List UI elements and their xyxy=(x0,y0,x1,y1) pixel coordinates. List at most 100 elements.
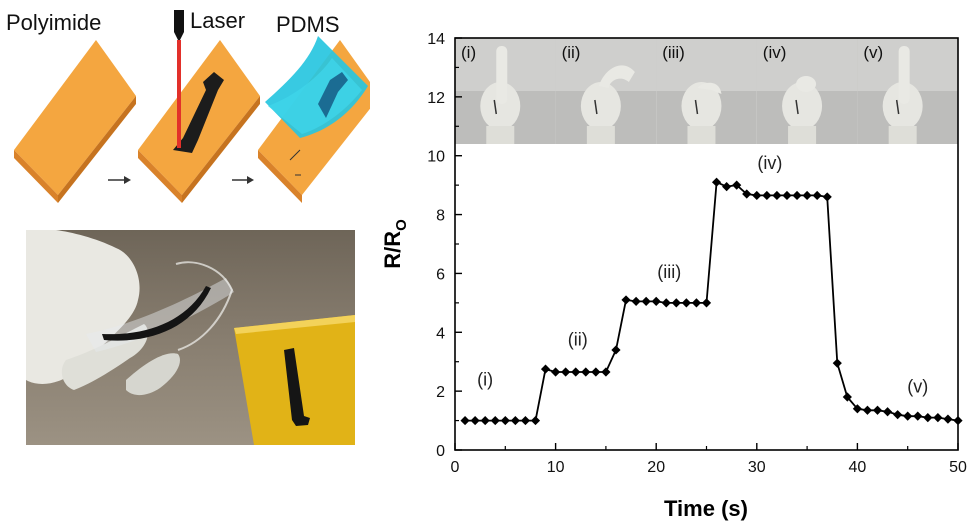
gesture-label-4: (iv) xyxy=(763,43,787,62)
data-point xyxy=(822,192,832,202)
data-point xyxy=(923,413,933,423)
data-point xyxy=(903,411,913,421)
data-point xyxy=(470,415,480,426)
data-point xyxy=(681,298,691,308)
x-tick-label: 50 xyxy=(949,459,967,476)
label-polyimide: Polyimide xyxy=(6,10,102,35)
sensor-photo xyxy=(26,230,355,445)
data-point xyxy=(631,296,641,306)
x-tick-label: 40 xyxy=(849,459,867,476)
data-point xyxy=(490,415,500,426)
gesture-label-2: (ii) xyxy=(562,43,581,62)
gesture-label-5: (v) xyxy=(863,43,883,62)
gesture-label-3: (iii) xyxy=(662,43,685,62)
data-point xyxy=(561,367,571,377)
gesture-wrist-2 xyxy=(586,126,615,144)
data-point xyxy=(711,177,722,187)
x-tick-label: 10 xyxy=(547,459,565,476)
gesture-wrist-5 xyxy=(888,126,917,144)
laser-writing-sheet xyxy=(138,40,260,203)
gesture-sensor-5 xyxy=(895,99,900,115)
data-point xyxy=(872,405,883,415)
data-point xyxy=(812,190,822,201)
process-arrow-2 xyxy=(232,176,254,184)
data-point xyxy=(641,296,651,306)
data-series xyxy=(460,177,963,426)
data-point xyxy=(591,367,601,377)
process-arrow-1 xyxy=(108,176,131,184)
sensor-photo-illustration xyxy=(26,230,355,445)
gesture-fist-2 xyxy=(580,82,621,130)
data-point xyxy=(832,358,842,368)
data-point xyxy=(762,190,772,201)
state-annotation: (iv) xyxy=(757,153,782,173)
axis-ticks: 0 10 20 30 40 50 0 2 4 6 8 10 12 14 xyxy=(427,31,967,476)
polyimide-sheet xyxy=(14,40,136,203)
data-point xyxy=(953,415,963,426)
data-point xyxy=(611,345,621,355)
laser-beam xyxy=(174,10,184,148)
state-annotation: (i) xyxy=(477,369,493,389)
series-line-1 xyxy=(465,180,959,422)
data-point xyxy=(792,190,802,201)
label-laser: Laser xyxy=(190,8,246,33)
y-tick-label: 12 xyxy=(427,90,445,107)
data-point xyxy=(893,410,903,420)
data-point xyxy=(621,295,631,305)
label-pdms: PDMS xyxy=(276,12,340,37)
gesture-wrist-4 xyxy=(788,126,817,144)
y-tick-label: 10 xyxy=(427,149,445,166)
data-point xyxy=(862,405,873,415)
gesture-fist-1 xyxy=(480,82,521,130)
data-point xyxy=(691,298,702,308)
data-point xyxy=(500,415,510,426)
data-point xyxy=(480,415,490,426)
y-tick-label: 2 xyxy=(436,384,445,401)
gesture-wrist-1 xyxy=(486,126,515,144)
x-tick-label: 30 xyxy=(748,459,766,476)
gesture-finger-1 xyxy=(496,46,508,104)
gesture-fist-5 xyxy=(882,82,923,130)
gesture-finger-2 xyxy=(598,65,635,88)
x-tick-label: 0 xyxy=(451,459,460,476)
data-point xyxy=(540,364,551,374)
gesture-sensor-4 xyxy=(795,99,799,115)
data-point xyxy=(943,414,953,424)
gesture-inset: (i) (ii) (iii) (iv) (v) xyxy=(455,38,958,144)
gesture-fist-3 xyxy=(681,82,722,130)
data-point xyxy=(701,298,712,308)
data-point xyxy=(651,296,661,306)
data-point xyxy=(802,190,812,201)
data-point xyxy=(752,190,762,201)
data-point xyxy=(722,182,732,192)
data-point xyxy=(742,189,752,199)
state-annotation: (ii) xyxy=(568,330,588,350)
data-point xyxy=(460,415,470,426)
y-tick-label: 8 xyxy=(436,208,445,225)
x-axis-label: Time (s) xyxy=(664,496,748,521)
data-point xyxy=(671,298,681,308)
y-axis-label: R/RO xyxy=(380,219,410,269)
pdms-peel-sheet xyxy=(258,36,370,203)
gesture-sensor-2 xyxy=(594,99,598,115)
data-point xyxy=(933,413,943,423)
data-point xyxy=(882,407,893,417)
y-tick-label: 0 xyxy=(436,443,445,460)
x-tick-label: 20 xyxy=(647,459,665,476)
data-point xyxy=(581,367,591,377)
state-annotation: (v) xyxy=(907,377,928,397)
data-point xyxy=(782,190,792,201)
data-point xyxy=(510,415,520,426)
gesture-finger-3 xyxy=(697,82,722,94)
data-point xyxy=(601,367,611,377)
gesture-wrist-3 xyxy=(687,126,716,144)
gesture-finger-4 xyxy=(796,76,817,92)
gesture-fist-4 xyxy=(782,82,823,130)
state-annotation: (iii) xyxy=(657,262,681,282)
data-point xyxy=(530,415,541,426)
gesture-finger-5 xyxy=(898,46,910,104)
data-point xyxy=(732,180,742,190)
gesture-photo-bg-3 xyxy=(656,38,757,91)
y-tick-label: 6 xyxy=(436,266,445,283)
fabrication-schematic xyxy=(14,10,370,203)
